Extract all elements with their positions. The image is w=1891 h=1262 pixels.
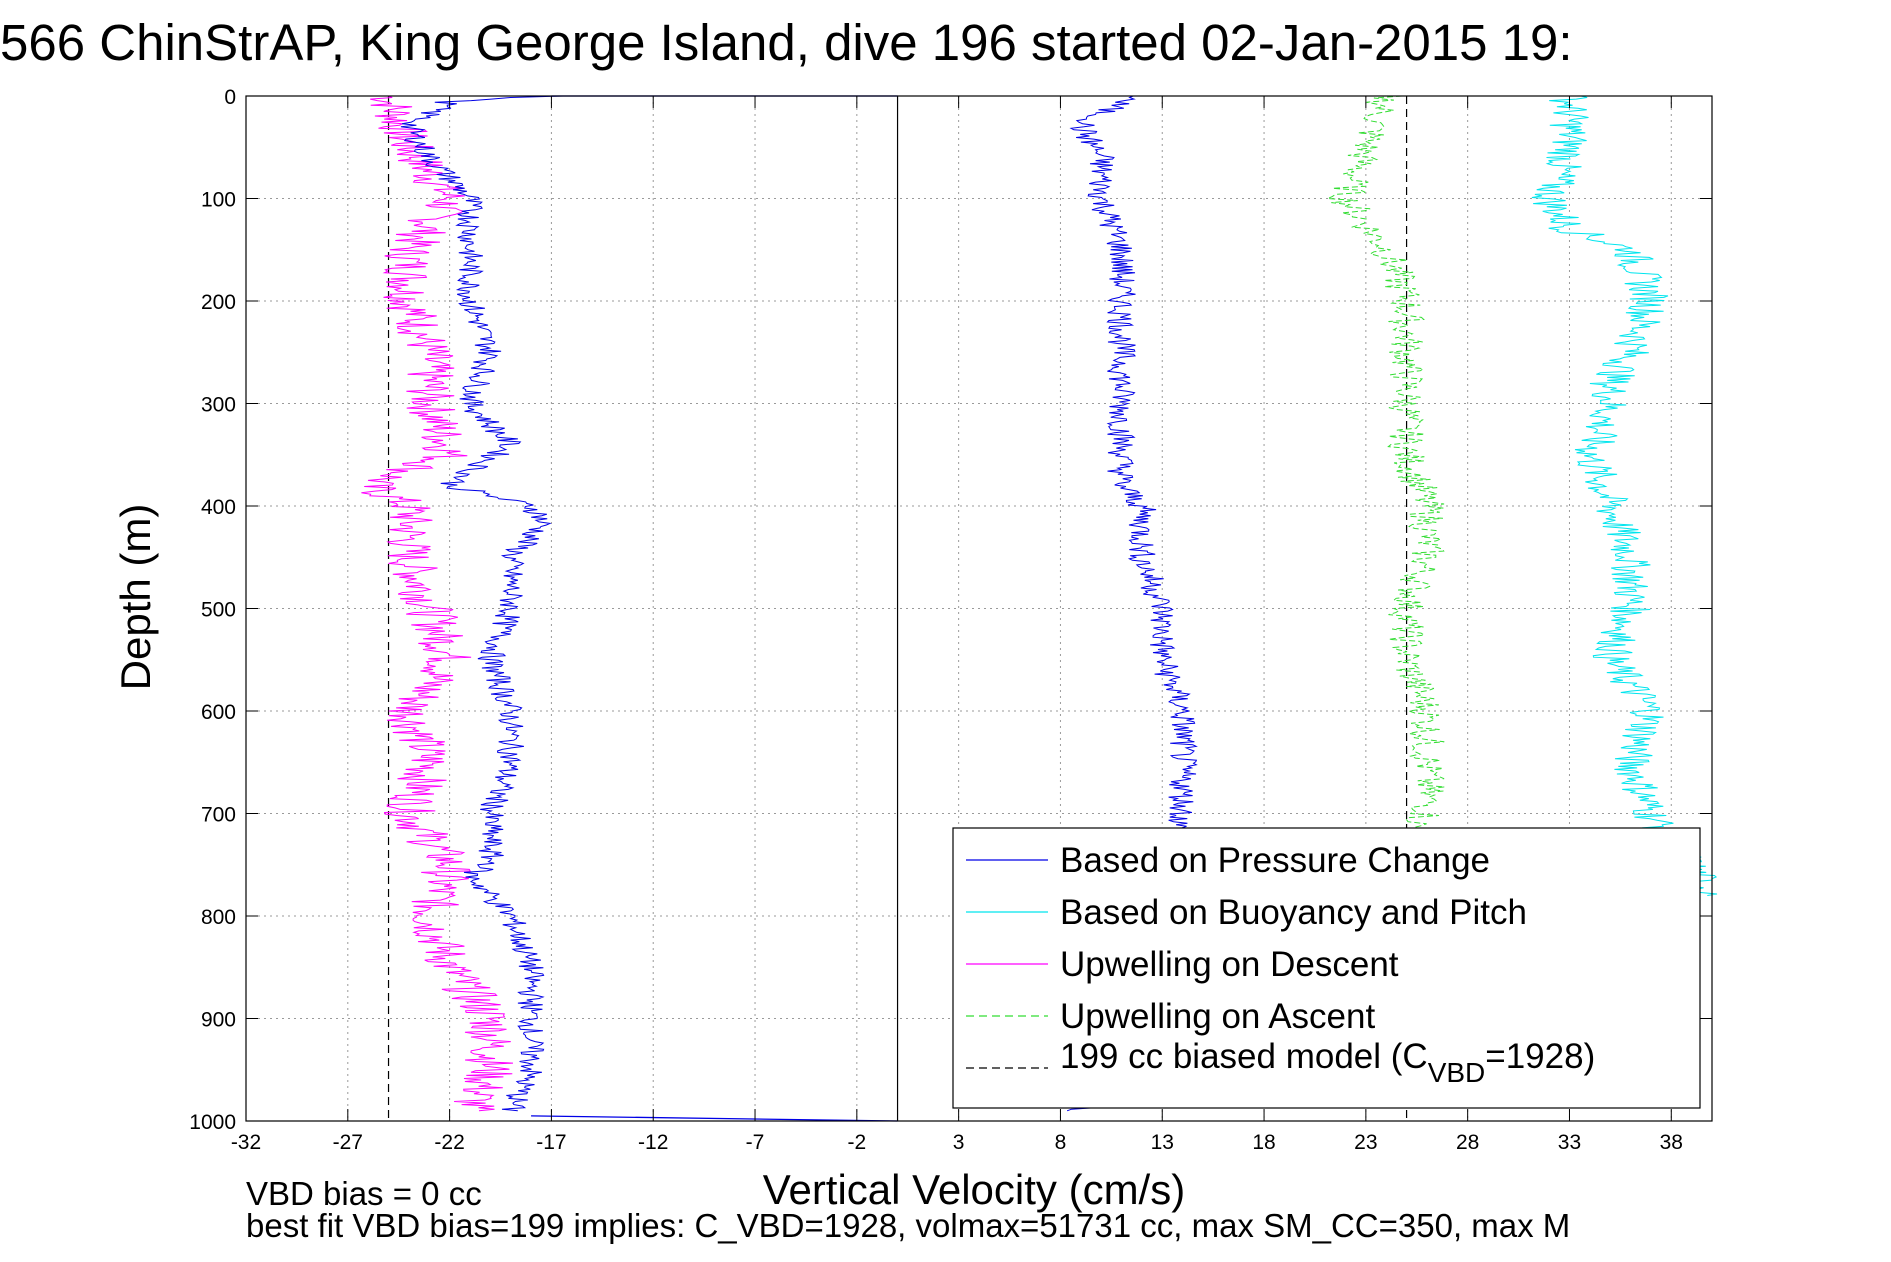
x-tick-label: -32 — [231, 1131, 261, 1154]
y-tick-label: 200 — [201, 291, 236, 314]
x-tick-label: 18 — [1252, 1131, 1275, 1154]
y-tick-label: 800 — [201, 906, 236, 929]
y-tick-label: 100 — [201, 189, 236, 212]
legend-label-descent: Upwelling on Descent — [1060, 945, 1399, 984]
footer-best-fit: best fit VBD bias=199 implies: C_VBD=192… — [246, 1207, 1570, 1244]
x-tick-label: 38 — [1660, 1131, 1683, 1154]
legend: Based on Pressure Change Based on Buoyan… — [952, 827, 1701, 1109]
y-axis-label: Depth (m) — [112, 504, 159, 691]
series-upwelling-ascent — [1327, 95, 1445, 835]
series-buoyancy-pitch — [1531, 95, 1718, 896]
tick-labels: -32 -27 -22 -17 -12 -7 -2 3 8 13 18 23 28 33 380100200… — [189, 86, 1683, 1154]
legend-label-model: 199 cc biased model (CVBD=1928) — [1060, 1037, 1595, 1088]
legend-label-model-sub: VBD — [1428, 1057, 1486, 1088]
y-tick-label: 500 — [201, 599, 236, 622]
x-tick-label: -12 — [638, 1131, 668, 1154]
x-tick-label: -22 — [434, 1131, 464, 1154]
tick-marks — [245, 95, 1712, 1122]
x-tick-label: 3 — [953, 1131, 965, 1154]
y-tick-label: 600 — [201, 701, 236, 724]
y-tick-label: 400 — [201, 496, 236, 519]
y-tick-label: 900 — [201, 1009, 236, 1032]
legend-label-pressure: Based on Pressure Change — [1060, 841, 1490, 880]
series-pressure-bottom — [531, 1115, 898, 1122]
series-pressure-descent — [400, 95, 564, 1112]
legend-label-ascent: Upwelling on Ascent — [1060, 997, 1375, 1036]
y-tick-label: 300 — [201, 394, 236, 417]
x-tick-label: 28 — [1456, 1131, 1479, 1154]
legend-label-buoyancy: Based on Buoyancy and Pitch — [1060, 893, 1527, 932]
x-tick-label: -2 — [847, 1131, 866, 1154]
legend-box — [952, 827, 1701, 1109]
x-axis-label: Vertical Velocity (cm/s) — [763, 1166, 1185, 1213]
legend-label-model-main: 199 cc biased model (C — [1060, 1037, 1428, 1076]
x-tick-label: -7 — [746, 1131, 765, 1154]
x-tick-label: 23 — [1354, 1131, 1377, 1154]
footer-vbd-bias: VBD bias = 0 cc — [246, 1175, 482, 1212]
y-tick-label: 700 — [201, 804, 236, 827]
y-tick-label: 1000 — [189, 1111, 236, 1134]
x-tick-label: -17 — [536, 1131, 566, 1154]
reference-lines — [387, 96, 1408, 1121]
series-upwelling-descent — [361, 95, 514, 1112]
x-tick-label: 8 — [1055, 1131, 1067, 1154]
x-tick-label: -27 — [333, 1131, 363, 1154]
chart-title: 566 ChinStrAP, King George Island, dive … — [0, 14, 1573, 71]
y-tick-label: 0 — [224, 86, 236, 109]
x-tick-label: 33 — [1558, 1131, 1581, 1154]
legend-label-model-tail: =1928) — [1485, 1037, 1595, 1076]
x-tick-label: 13 — [1151, 1131, 1174, 1154]
